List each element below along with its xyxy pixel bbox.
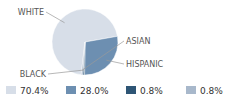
legend: 70.4% 28.0% 0.8% 0.8% [6,86,223,96]
leader-line [46,12,65,23]
legend-swatch [6,86,16,94]
leader-line [82,41,124,70]
pie-slice [52,9,118,75]
legend-swatch [66,86,76,94]
legend-swatch [126,86,136,94]
legend-swatch [186,86,196,94]
pie [52,9,118,75]
slice-label: HISPANIC [126,60,164,69]
slice-label: WHITE [18,8,44,17]
legend-label: 0.8% [200,86,223,96]
slice-label: ASIAN [126,37,150,46]
leader-line [106,60,124,64]
slice-label: BLACK [20,70,47,79]
chart: WHITE HISPANIC BLACK ASIAN 70.4% 28.0% 0.8% 0.8… [0,0,240,100]
leader-line [48,70,84,74]
legend-label: 0.8% [140,86,163,96]
legend-label: 28.0% [80,86,109,96]
pie-slice [85,36,118,75]
legend-label: 70.4% [20,86,49,96]
